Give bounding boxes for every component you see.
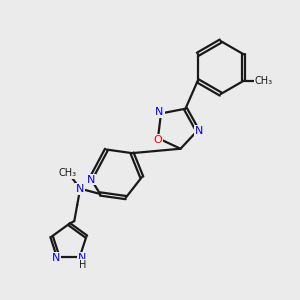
- Text: N: N: [155, 107, 164, 117]
- Text: O: O: [154, 135, 162, 145]
- Text: H: H: [79, 260, 86, 270]
- Text: N: N: [195, 126, 203, 136]
- Text: N: N: [76, 184, 84, 194]
- Text: CH₃: CH₃: [254, 76, 272, 86]
- Text: CH₃: CH₃: [58, 168, 76, 178]
- Text: N: N: [87, 175, 95, 184]
- Text: N: N: [52, 253, 60, 263]
- Text: N: N: [78, 253, 86, 263]
